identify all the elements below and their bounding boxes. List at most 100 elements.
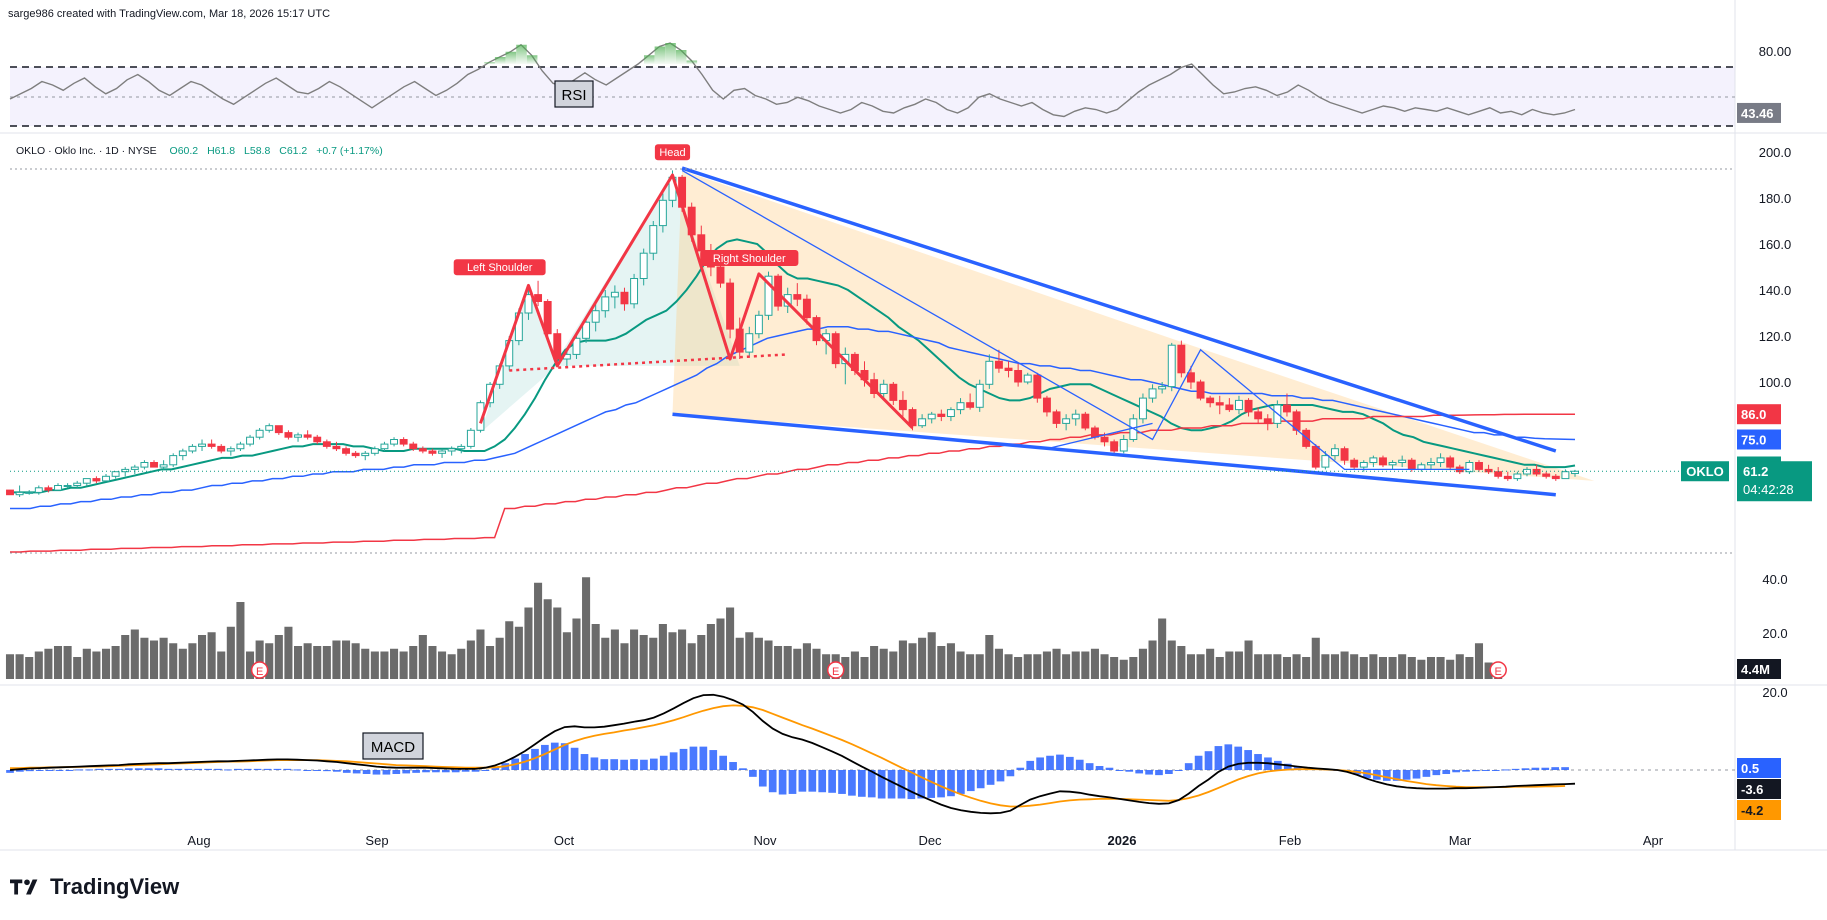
volume-bar: [1302, 657, 1311, 679]
candle-body: [111, 471, 120, 477]
candle: [649, 221, 658, 261]
candle-body: [726, 282, 735, 330]
symbol-line: OKLO · Oklo Inc. · 1D · NYSE: [16, 145, 157, 157]
macd-histogram-bar: [392, 770, 401, 774]
candle: [284, 430, 293, 440]
candle-body: [303, 434, 312, 438]
candle-body: [1042, 397, 1051, 413]
macd-histogram-bar: [1472, 770, 1480, 772]
candle: [322, 439, 331, 449]
candle: [639, 248, 648, 286]
candle-body: [1158, 386, 1167, 390]
pattern-label-bg: [654, 144, 691, 161]
candle: [111, 471, 120, 479]
candle-body: [918, 418, 927, 427]
volume-bar: [927, 632, 936, 679]
volume-bar: [1426, 657, 1436, 679]
candle: [418, 446, 427, 454]
candle: [169, 453, 178, 468]
volume-bar: [197, 635, 207, 679]
candle-body: [1427, 462, 1435, 466]
macd-histogram-bar: [194, 768, 203, 770]
candle: [524, 285, 533, 320]
candle-body: [697, 234, 706, 252]
candle-body: [1350, 459, 1359, 468]
macd-histogram-bar: [45, 770, 54, 771]
volume-bar: [994, 648, 1003, 679]
candle-body: [1196, 381, 1205, 399]
volume-bar: [1014, 657, 1023, 679]
candle-body: [1475, 462, 1483, 470]
candle-body: [1542, 473, 1551, 477]
candle-body: [946, 409, 955, 418]
candle: [1571, 469, 1579, 477]
volume-bar: [649, 637, 658, 679]
candle: [543, 299, 552, 339]
volume-bar: [870, 646, 879, 679]
volume-bar: [486, 646, 495, 679]
rsi-overbought-fill: [516, 44, 527, 64]
volume-bar: [1206, 648, 1215, 679]
candle-body: [745, 333, 754, 353]
candle: [927, 411, 936, 424]
candle: [92, 476, 101, 484]
sma-long-value-tag-text: 86.0: [1741, 407, 1766, 422]
ohlc-close: C61.2: [279, 145, 308, 157]
candle-body: [1235, 399, 1243, 411]
candle-body: [591, 310, 600, 323]
volume-bar: [946, 643, 955, 679]
macd-histogram-bar: [461, 770, 470, 772]
candle-body: [582, 321, 591, 339]
candle-body: [1331, 448, 1339, 457]
macd-histogram-bar: [679, 748, 688, 770]
candle: [1379, 455, 1387, 468]
candle-body: [1225, 404, 1234, 411]
candle: [102, 474, 110, 482]
candle-body: [1436, 457, 1445, 463]
inner-trend-line: [681, 169, 1470, 471]
volume-bar: [582, 577, 591, 679]
candle-body: [1283, 404, 1291, 413]
labels: RSI Left Shoulder Head Right Shoulder MACD 43…: [10, 80, 1812, 820]
candle: [361, 451, 370, 461]
macd-histogram-bar: [739, 768, 747, 770]
macd-histogram-bar: [65, 770, 74, 771]
macd-histogram-bar: [808, 770, 817, 792]
macd-histogram-bar: [1184, 763, 1193, 770]
rsi-label-box: RSI: [554, 80, 594, 108]
candle-body: [342, 448, 350, 454]
candle-body: [764, 275, 773, 316]
macd-label-bg: [362, 732, 424, 760]
candle-body: [1388, 462, 1397, 466]
volume-bar: [1378, 657, 1388, 679]
volume-bar: [956, 651, 965, 679]
volume-bar: [1340, 651, 1349, 679]
macd-histogram-bar: [580, 754, 589, 770]
price-tick-label: 200.0: [1759, 145, 1792, 160]
macd-histogram-bar: [1115, 770, 1124, 771]
volume-bar: [342, 640, 351, 679]
candle-body: [879, 383, 888, 394]
volume-bar: [313, 646, 322, 679]
volume-bar: [1446, 659, 1455, 679]
candle-body: [1494, 471, 1503, 477]
volume-bar: [130, 629, 139, 679]
candle: [246, 434, 254, 447]
time-tick-label: Dec: [918, 833, 942, 848]
candle-body: [159, 464, 168, 468]
pattern-label-bg: [453, 259, 546, 276]
candle-body: [658, 199, 667, 227]
candle: [601, 290, 610, 318]
candle: [1196, 379, 1205, 401]
candle: [15, 485, 24, 497]
macd-hist-tag-text: 0.5: [1741, 761, 1759, 776]
candle-body: [630, 278, 639, 305]
macd-histogram-bar: [1075, 759, 1084, 770]
candle: [313, 434, 322, 445]
wedge-lower-line: [672, 412, 1556, 497]
tradingview-logo[interactable]: TradingView: [10, 874, 179, 900]
candle-body: [1244, 399, 1253, 413]
macd-histogram-bar: [303, 770, 311, 771]
macd-histogram-bar: [25, 770, 34, 772]
